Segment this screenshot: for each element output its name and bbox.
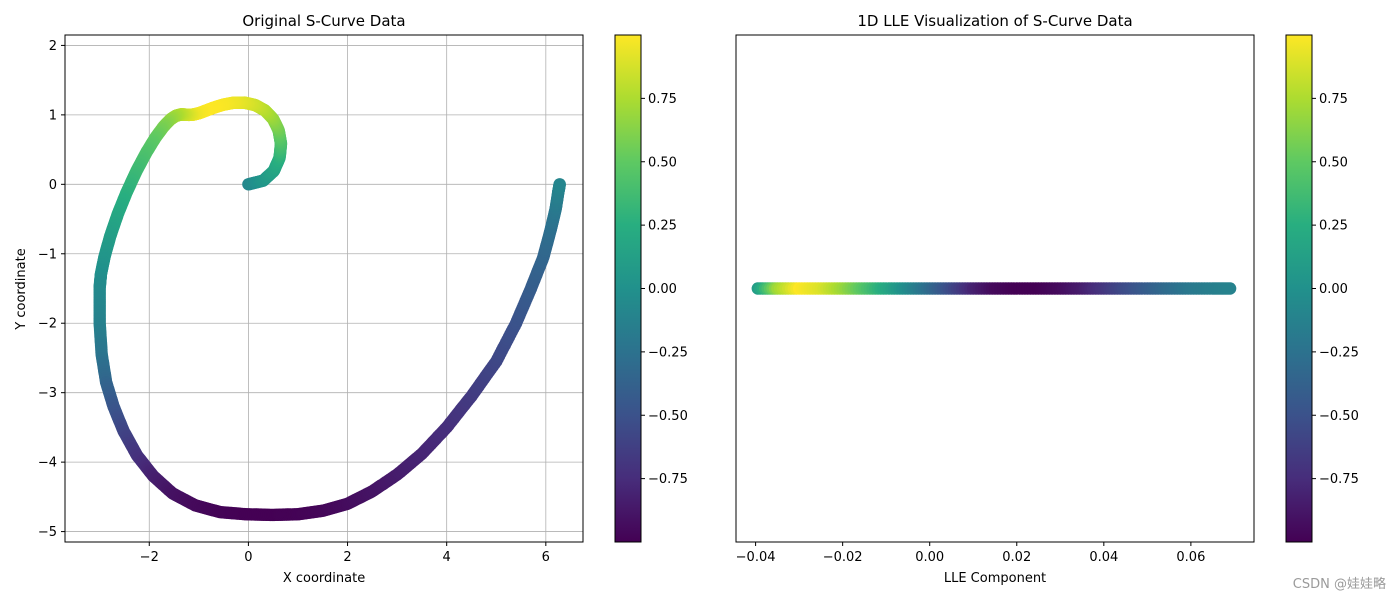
- chart1-x-tick-label: −2: [140, 550, 159, 565]
- chart1-x-tick-label: 4: [443, 550, 451, 565]
- colorbar-tick-label: 0.50: [1319, 155, 1348, 170]
- colorbar-tick-label: −0.50: [648, 409, 688, 424]
- chart2-xlabel: LLE Component: [944, 571, 1046, 586]
- chart1-axes-frame: [64, 34, 584, 543]
- chart1-y-tick-label: 0: [49, 178, 57, 193]
- chart1-grid: [65, 35, 583, 542]
- chart1-colorbar-gradient: [614, 34, 642, 543]
- colorbar-tick-label: 0.75: [1319, 92, 1348, 107]
- colorbar-tick-label: 0.00: [1319, 282, 1348, 297]
- chart2-colorbar: 0.75 0.50 0.25 0.00 −0.25 −0.50 −0.75: [1285, 34, 1359, 543]
- chart1-ylabel: Y coordinate: [14, 248, 29, 330]
- chart2-x-tick-label: 0.04: [1089, 550, 1118, 565]
- colorbar-tick-label: −0.25: [1319, 345, 1359, 360]
- chart2-x-tick-label: 0.02: [1002, 550, 1031, 565]
- chart1-x-axis: −2 0 2 4 6: [140, 542, 550, 565]
- colorbar-tick-label: 0.25: [648, 219, 677, 234]
- chart2-colorbar-gradient: [1285, 34, 1313, 543]
- chart-lle-1d: 1D LLE Visualization of S-Curve Data −0.…: [735, 12, 1359, 586]
- chart1-colorbar-ticks: 0.75 0.50 0.25 0.00 −0.25 −0.50 −0.75: [641, 92, 688, 487]
- chart1-y-axis: −5 −4 −3 −2 −1 0 1 2: [38, 39, 65, 540]
- chart1-x-tick-label: 2: [343, 550, 351, 565]
- chart2-colorbar-ticks: 0.75 0.50 0.25 0.00 −0.25 −0.50 −0.75: [1312, 92, 1359, 487]
- chart1-y-tick-label: −2: [38, 317, 57, 332]
- colorbar-tick-label: 0.00: [648, 282, 677, 297]
- colorbar-tick-label: 0.50: [648, 155, 677, 170]
- chart1-title: Original S-Curve Data: [242, 12, 405, 30]
- chart2-axes-frame: [735, 34, 1255, 543]
- colorbar-tick-label: 0.25: [1319, 219, 1348, 234]
- colorbar-tick-label: −0.75: [1319, 472, 1359, 487]
- chart1-x-tick-label: 6: [542, 550, 550, 565]
- chart2-x-tick-label: −0.02: [823, 550, 863, 565]
- colorbar-tick-label: −0.50: [1319, 409, 1359, 424]
- chart1-y-tick-label: 1: [49, 108, 57, 123]
- chart1-y-tick-label: 2: [49, 39, 57, 54]
- chart2-x-tick-label: 0.00: [915, 550, 944, 565]
- chart1-colorbar: 0.75 0.50 0.25 0.00 −0.25 −0.50 −0.75: [614, 34, 688, 543]
- chart1-y-tick-label: −5: [38, 525, 57, 540]
- chart2-points: [751, 282, 1237, 295]
- chart1-y-tick-label: −4: [38, 456, 57, 471]
- chart2-x-tick-label: −0.04: [736, 550, 776, 565]
- chart2-x-tick-label: 0.06: [1176, 550, 1205, 565]
- chart1-points: [93, 96, 566, 522]
- colorbar-tick-label: −0.75: [648, 472, 688, 487]
- watermark: CSDN @娃娃略: [1292, 577, 1386, 592]
- colorbar-tick-label: 0.75: [648, 92, 677, 107]
- chart1-y-tick-label: −3: [38, 386, 57, 401]
- chart1-point: [553, 178, 566, 191]
- colorbar-tick-label: −0.25: [648, 345, 688, 360]
- chart1-y-tick-label: −1: [38, 247, 57, 262]
- chart2-x-axis: −0.04 −0.02 0.00 0.02 0.04 0.06: [736, 542, 1205, 565]
- chart2-point: [1223, 282, 1237, 295]
- chart2-title: 1D LLE Visualization of S-Curve Data: [857, 12, 1132, 30]
- chart-original-scurve: Original S-Curve Data −2 0 2 4 6 −5 −4 −3 −2 −1 0…: [14, 12, 688, 586]
- chart1-xlabel: X coordinate: [283, 571, 365, 586]
- chart1-x-tick-label: 0: [244, 550, 252, 565]
